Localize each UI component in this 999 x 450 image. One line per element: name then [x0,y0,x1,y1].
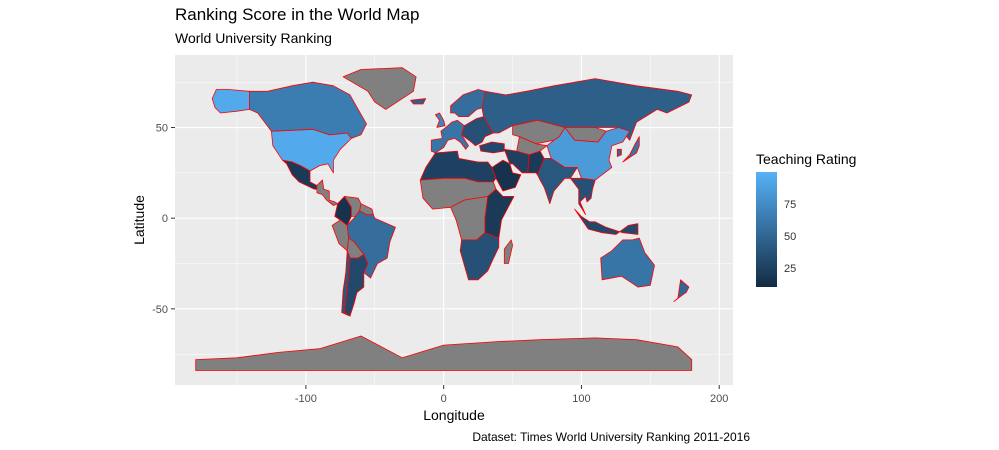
region-east-africa [484,188,515,239]
region-antarctica [195,335,693,371]
region-turkey [479,141,505,154]
y-tick-label: -50 [152,304,168,316]
y-tick-label: 0 [162,213,168,225]
region-south-africa [459,232,500,281]
chart-title: Ranking Score in the World Map [175,5,420,24]
region-russia [481,78,693,141]
region-canada [248,81,367,139]
x-tick-label: 200 [710,393,728,405]
region-saudi-arabia [491,159,522,192]
chart-caption: Dataset: Times World University Ranking … [472,430,750,444]
chart-subtitle: World University Ranking [175,30,332,46]
region-alaska [211,89,250,114]
region-south-korea [616,148,622,157]
legend-label-25: 25 [784,263,797,275]
region-indonesia [574,208,639,235]
axis-ticks: -100 0 100 200 -50 0 50 [152,123,728,405]
legend-colorbar [756,172,777,287]
legend-label-75: 75 [784,199,797,211]
region-western-europe [430,119,469,154]
region-central-america [316,179,339,206]
x-axis-title: Longitude [423,407,485,423]
x-tick-label: 0 [441,393,447,405]
region-australia [600,237,655,288]
y-tick-label: 50 [156,123,168,135]
region-iceland [410,98,427,105]
region-india [537,157,578,205]
region-madagascar [503,239,513,264]
x-tick-label: -100 [295,393,317,405]
legend-title: Teaching Rating [756,151,857,167]
region-greenland [342,67,417,110]
map-regions [195,67,693,371]
y-axis-title: Latitude [131,195,147,245]
region-southeast-asia [570,177,596,216]
region-argentina [344,254,369,317]
region-new-zealand [673,279,690,303]
x-tick-label: 100 [572,393,590,405]
region-united-kingdom [434,112,446,128]
region-japan [622,136,640,163]
region-eastern-europe [461,116,494,147]
legend-label-50: 50 [784,231,797,243]
region-iran [503,148,530,174]
